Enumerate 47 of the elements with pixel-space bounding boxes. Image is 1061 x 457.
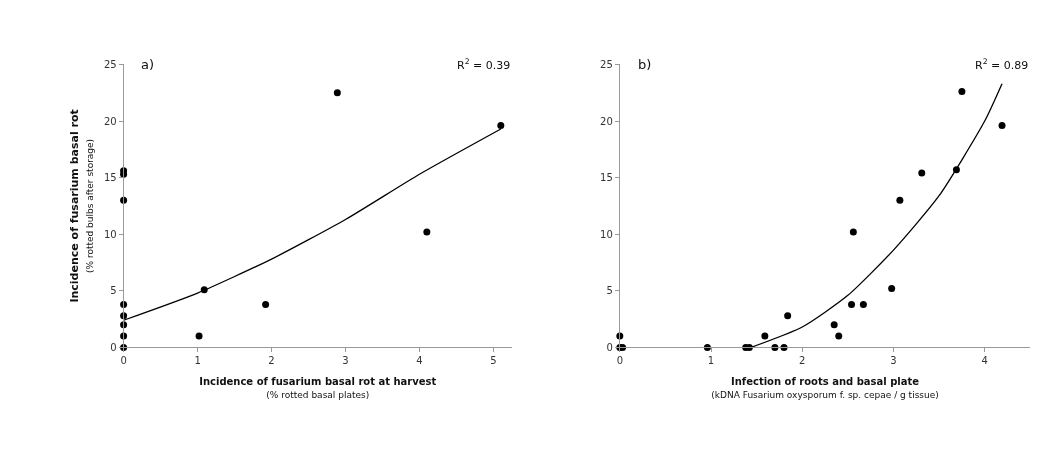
x-tick-label: 0 <box>616 355 623 367</box>
annotation: R$^{2}$ = 0.39 <box>457 57 511 72</box>
y-tick-label: 0 <box>606 341 613 353</box>
point <box>998 122 1006 130</box>
point <box>859 300 867 308</box>
x-tick-label: 4 <box>416 355 423 367</box>
y-tick-label: 20 <box>103 115 117 127</box>
point <box>849 228 857 236</box>
x-tick-label: 2 <box>268 355 275 367</box>
y-tick-label: 20 <box>600 115 613 127</box>
point <box>761 332 769 340</box>
x-axis-title: Infection of roots and basal plate (kDNA Fusarium oxysporum f. sp. cepae / g tissue) <box>711 375 939 400</box>
y-tick-label: 10 <box>600 228 613 240</box>
x-tick-label: 3 <box>890 355 897 367</box>
x-tick-label: 1 <box>194 355 201 367</box>
chart-title: b) <box>638 57 652 72</box>
y-tick-label: 15 <box>103 172 117 184</box>
x-tick-label: 0 <box>120 355 127 367</box>
y-tick-label: 25 <box>600 58 613 70</box>
point <box>848 300 856 308</box>
chart-title: a) <box>141 57 155 72</box>
x-tick-label: 4 <box>981 355 988 367</box>
annotation: R$^{2}$ = 0.89 <box>975 57 1029 72</box>
point <box>918 169 926 177</box>
x-tick-label: 5 <box>490 355 497 367</box>
x-tick-label: 2 <box>799 355 806 367</box>
y-axis-title: Incidence of fusarium basal rot (% rotted bulbs after storage) <box>68 109 95 303</box>
y-tick-label: 5 <box>110 285 117 297</box>
point <box>497 122 505 130</box>
y-tick-label: 5 <box>606 285 613 297</box>
point <box>896 196 904 204</box>
y-tick-label: 0 <box>110 341 117 353</box>
point <box>835 332 843 340</box>
y-tick-label: 25 <box>103 58 117 70</box>
point <box>888 285 896 293</box>
point <box>423 228 431 236</box>
y-tick-label: 10 <box>103 228 117 240</box>
point <box>830 321 838 329</box>
point <box>784 312 792 320</box>
point <box>958 88 966 96</box>
point <box>262 300 270 308</box>
y-tick-label: 15 <box>600 172 613 184</box>
x-axis-title: Incidence of fusarium basal rot at harvest (% rotted basal plates) <box>199 375 437 400</box>
x-tick-label: 1 <box>707 355 715 367</box>
point <box>195 332 203 340</box>
x-tick-label: 3 <box>342 355 349 367</box>
point <box>333 89 341 97</box>
